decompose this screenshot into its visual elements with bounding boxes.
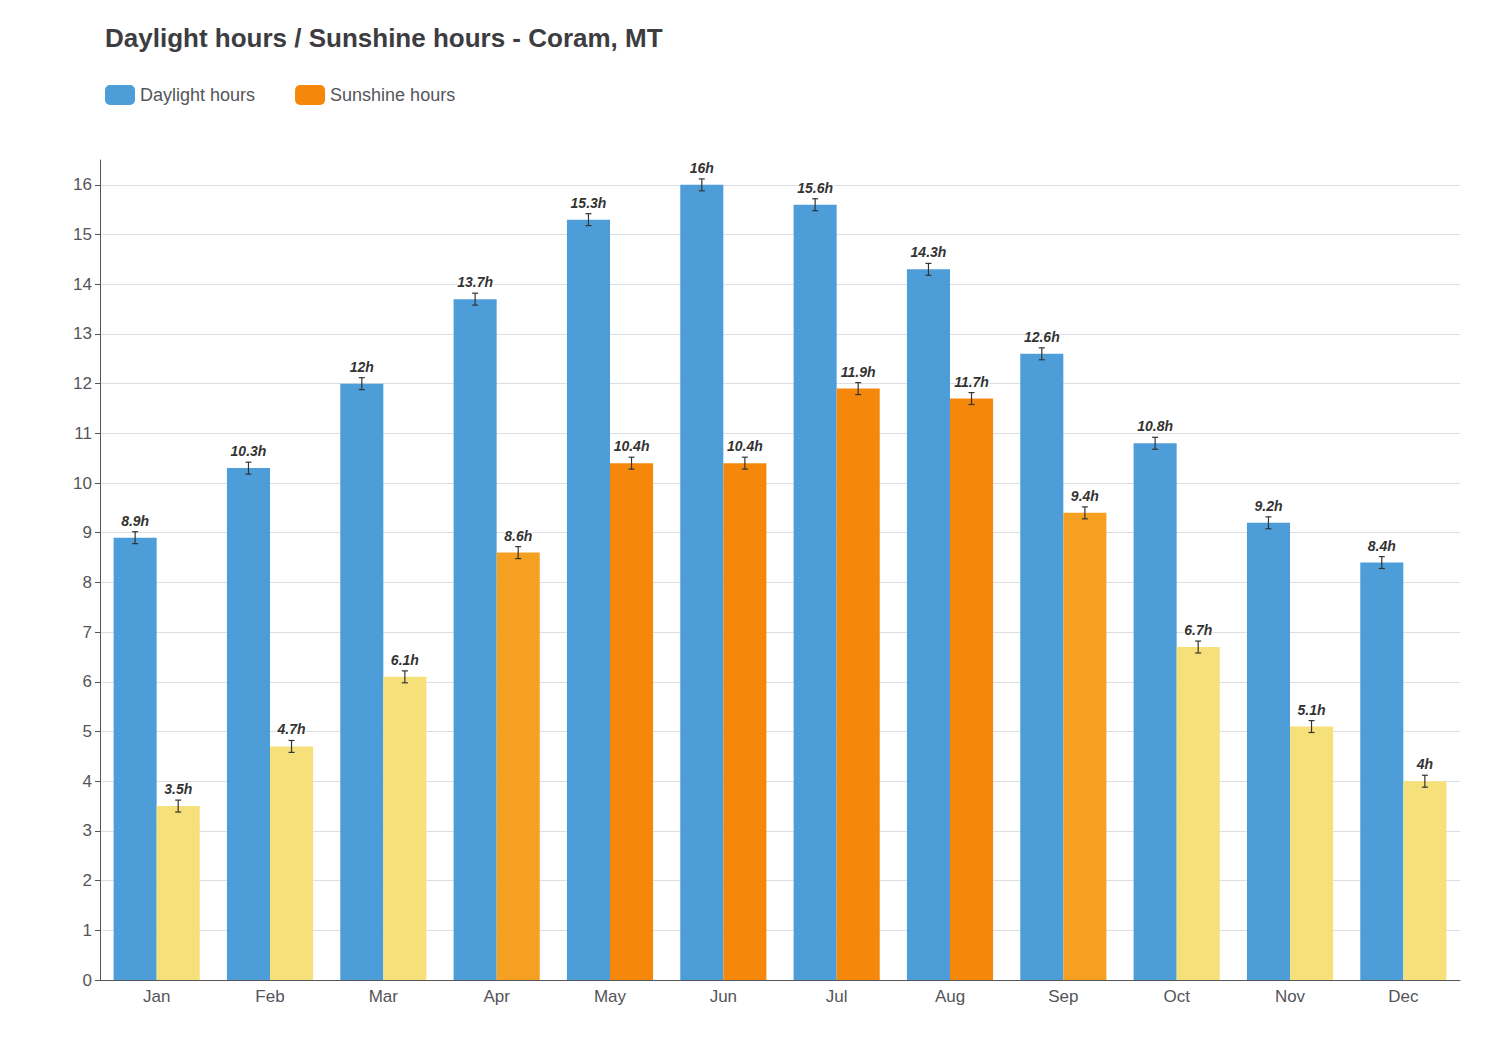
svg-text:Feb: Feb (255, 987, 284, 1006)
svg-text:Jun: Jun (710, 987, 737, 1006)
svg-text:4.7h: 4.7h (277, 721, 306, 737)
svg-text:12: 12 (73, 374, 92, 393)
svg-text:Jan: Jan (143, 987, 170, 1006)
svg-text:7: 7 (83, 623, 92, 642)
svg-text:15.6h: 15.6h (797, 180, 833, 196)
svg-text:15: 15 (73, 225, 92, 244)
svg-text:9.4h: 9.4h (1071, 488, 1099, 504)
svg-text:11: 11 (74, 424, 92, 443)
svg-text:Nov: Nov (1275, 987, 1306, 1006)
svg-text:8: 8 (83, 573, 92, 592)
svg-text:12.6h: 12.6h (1024, 329, 1060, 345)
svg-text:Apr: Apr (483, 987, 510, 1006)
svg-text:Mar: Mar (369, 987, 399, 1006)
svg-text:Daylight hours / Sunshine hour: Daylight hours / Sunshine hours - Coram,… (105, 23, 663, 53)
svg-text:Sunshine hours: Sunshine hours (330, 85, 455, 105)
svg-text:14: 14 (73, 275, 92, 294)
svg-text:6.1h: 6.1h (391, 652, 419, 668)
svg-text:8.9h: 8.9h (121, 513, 149, 529)
svg-text:16h: 16h (690, 160, 714, 176)
svg-text:10.8h: 10.8h (1137, 418, 1173, 434)
svg-text:8.4h: 8.4h (1368, 538, 1396, 554)
svg-text:Daylight hours: Daylight hours (140, 85, 255, 105)
svg-text:16: 16 (73, 175, 92, 194)
svg-text:13.7h: 13.7h (457, 274, 493, 290)
svg-text:13: 13 (73, 324, 92, 343)
svg-text:10.4h: 10.4h (614, 438, 650, 454)
svg-text:11.9h: 11.9h (841, 364, 876, 380)
svg-text:4: 4 (83, 772, 92, 791)
svg-text:3: 3 (83, 821, 92, 840)
svg-text:5.1h: 5.1h (1298, 702, 1326, 718)
svg-text:Aug: Aug (935, 987, 965, 1006)
svg-text:Sep: Sep (1048, 987, 1078, 1006)
svg-text:Dec: Dec (1388, 987, 1419, 1006)
svg-text:2: 2 (83, 871, 92, 890)
svg-text:0: 0 (83, 971, 92, 990)
svg-text:1: 1 (83, 921, 92, 940)
svg-text:9: 9 (83, 523, 92, 542)
svg-text:11.7h: 11.7h (954, 374, 989, 390)
svg-text:12h: 12h (350, 359, 374, 375)
svg-text:May: May (594, 987, 627, 1006)
svg-text:Oct: Oct (1163, 987, 1190, 1006)
svg-text:8.6h: 8.6h (504, 528, 532, 544)
svg-text:14.3h: 14.3h (911, 244, 947, 260)
svg-text:5: 5 (83, 722, 92, 741)
svg-text:10.4h: 10.4h (727, 438, 763, 454)
svg-text:Jul: Jul (826, 987, 848, 1006)
svg-text:4h: 4h (1416, 756, 1433, 772)
svg-text:15.3h: 15.3h (571, 195, 607, 211)
svg-text:10: 10 (73, 474, 92, 493)
svg-text:10.3h: 10.3h (231, 443, 267, 459)
svg-text:6.7h: 6.7h (1184, 622, 1212, 638)
svg-text:6: 6 (83, 672, 92, 691)
svg-text:3.5h: 3.5h (164, 781, 192, 797)
svg-text:9.2h: 9.2h (1254, 498, 1282, 514)
